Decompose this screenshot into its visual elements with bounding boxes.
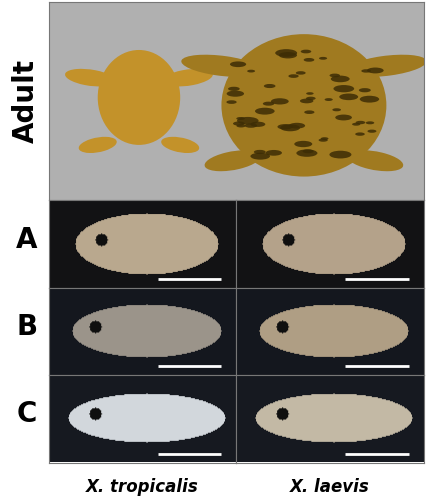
Ellipse shape xyxy=(250,122,265,127)
Ellipse shape xyxy=(334,85,354,92)
Ellipse shape xyxy=(162,69,213,86)
Ellipse shape xyxy=(331,76,350,82)
Ellipse shape xyxy=(301,50,311,54)
Ellipse shape xyxy=(319,138,328,141)
Ellipse shape xyxy=(352,123,360,126)
Ellipse shape xyxy=(339,94,358,100)
Ellipse shape xyxy=(304,58,314,61)
Ellipse shape xyxy=(302,150,314,153)
Ellipse shape xyxy=(264,84,276,88)
Ellipse shape xyxy=(325,98,333,101)
Text: Adult: Adult xyxy=(12,60,40,144)
Ellipse shape xyxy=(222,34,386,176)
Text: A: A xyxy=(16,226,37,254)
Ellipse shape xyxy=(247,70,255,72)
Ellipse shape xyxy=(227,90,244,96)
Ellipse shape xyxy=(356,121,365,124)
Text: X. laevis: X. laevis xyxy=(290,478,370,496)
Ellipse shape xyxy=(347,150,403,171)
Ellipse shape xyxy=(263,102,274,105)
Ellipse shape xyxy=(65,69,115,86)
Ellipse shape xyxy=(330,74,340,78)
Ellipse shape xyxy=(255,108,275,114)
Text: X. tropicalis: X. tropicalis xyxy=(86,478,199,496)
Text: C: C xyxy=(17,400,37,428)
Text: B: B xyxy=(16,313,37,341)
Ellipse shape xyxy=(359,88,371,92)
Ellipse shape xyxy=(280,124,300,132)
Ellipse shape xyxy=(289,123,305,128)
Ellipse shape xyxy=(236,124,246,128)
Ellipse shape xyxy=(335,114,352,120)
Ellipse shape xyxy=(271,98,289,104)
Ellipse shape xyxy=(332,108,341,112)
Ellipse shape xyxy=(367,130,377,133)
Ellipse shape xyxy=(366,122,374,124)
Ellipse shape xyxy=(254,150,266,154)
Ellipse shape xyxy=(245,124,257,128)
Ellipse shape xyxy=(279,52,297,59)
Ellipse shape xyxy=(226,100,237,104)
Ellipse shape xyxy=(329,150,351,158)
Ellipse shape xyxy=(304,110,314,114)
Ellipse shape xyxy=(296,150,317,157)
Ellipse shape xyxy=(233,122,245,126)
Ellipse shape xyxy=(355,132,365,136)
Ellipse shape xyxy=(360,96,379,102)
Ellipse shape xyxy=(294,141,312,147)
Ellipse shape xyxy=(204,150,261,171)
Ellipse shape xyxy=(230,62,246,67)
Ellipse shape xyxy=(361,69,371,72)
Ellipse shape xyxy=(319,57,327,59)
Ellipse shape xyxy=(275,49,297,57)
Ellipse shape xyxy=(306,92,314,95)
Ellipse shape xyxy=(79,137,117,153)
Ellipse shape xyxy=(306,96,316,100)
Ellipse shape xyxy=(228,87,240,91)
Ellipse shape xyxy=(98,50,180,145)
Ellipse shape xyxy=(300,98,314,103)
Ellipse shape xyxy=(236,117,245,120)
Ellipse shape xyxy=(265,150,282,156)
Ellipse shape xyxy=(367,68,384,73)
Ellipse shape xyxy=(321,137,328,140)
Ellipse shape xyxy=(237,117,259,124)
Ellipse shape xyxy=(296,71,306,74)
Ellipse shape xyxy=(161,137,199,153)
Ellipse shape xyxy=(277,124,293,130)
Ellipse shape xyxy=(181,54,262,77)
Ellipse shape xyxy=(346,54,426,77)
Ellipse shape xyxy=(288,74,299,78)
Ellipse shape xyxy=(250,152,270,160)
